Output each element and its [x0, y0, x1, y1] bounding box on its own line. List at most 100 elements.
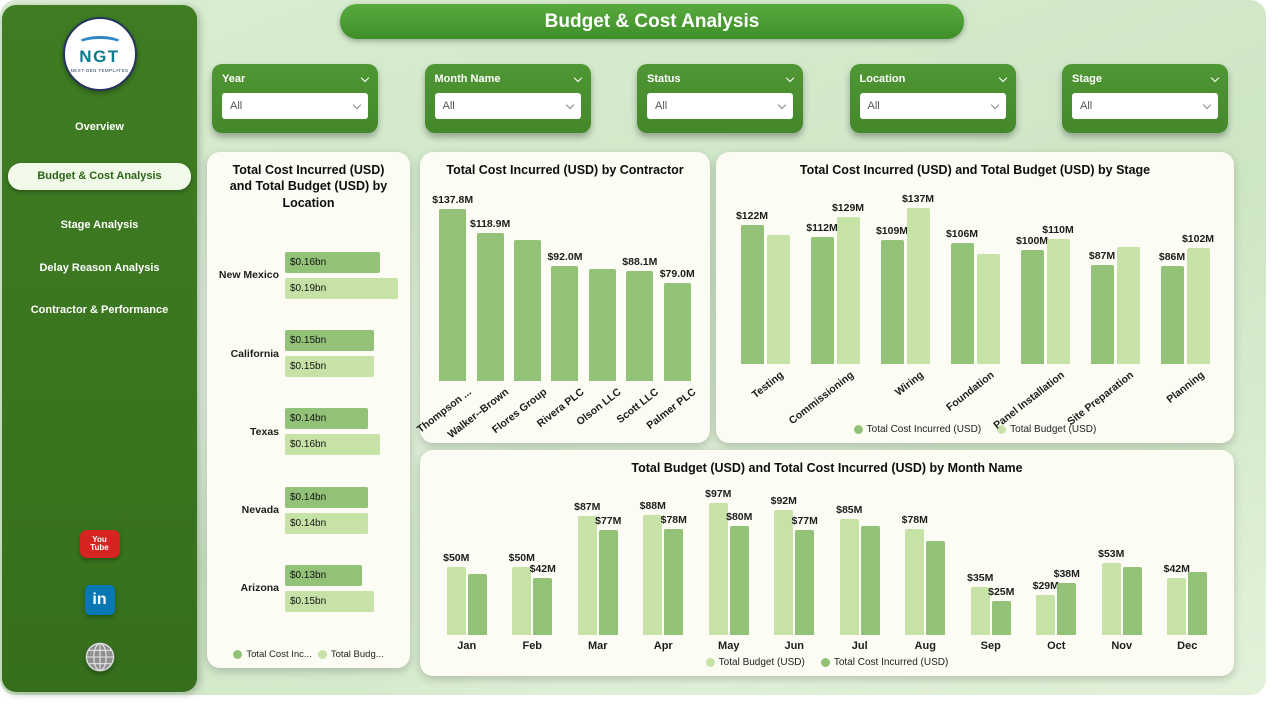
- bar-olson-llc-cost[interactable]: [588, 268, 616, 381]
- bar-slot: $129M: [832, 184, 864, 364]
- bar-value-label: $42M: [1163, 562, 1190, 575]
- bar-thompson-cost[interactable]: [439, 209, 467, 381]
- bar-group-jul: $85M Jul: [827, 482, 893, 653]
- filter-label: Month Name: [434, 73, 501, 85]
- bar-california-cost[interactable]: $0.15bn: [285, 330, 375, 352]
- bar-nevada-cost[interactable]: $0.14bn: [285, 486, 369, 508]
- filter-label: Status: [647, 73, 681, 85]
- bar-slot: $102M: [1182, 184, 1214, 364]
- bar-value-label: $50M: [508, 551, 535, 564]
- sidebar-item-stage-analysis[interactable]: Stage Analysis: [60, 219, 139, 232]
- bar-oct-cost[interactable]: [1057, 583, 1077, 635]
- bar-jan-cost[interactable]: [467, 573, 487, 635]
- bar-slot: [860, 482, 880, 635]
- filter-status-header[interactable]: Status: [647, 73, 795, 85]
- filter-location-dropdown[interactable]: All: [859, 93, 1006, 119]
- bar-site-preparation-budget[interactable]: [1116, 246, 1140, 364]
- filter-status-dropdown[interactable]: All: [647, 93, 793, 119]
- legend-item: Total Budg...: [317, 649, 384, 660]
- bar-mar-cost[interactable]: [598, 529, 618, 635]
- bar-foundation-budget[interactable]: [976, 253, 1000, 364]
- bar-palmer-plc-cost[interactable]: [663, 282, 691, 381]
- bar-nevada-budget[interactable]: $0.14bn: [285, 512, 369, 534]
- social-links: You Tube in: [79, 530, 120, 672]
- bar-jun-cost[interactable]: [795, 529, 815, 635]
- filter-year-dropdown[interactable]: All: [222, 93, 368, 119]
- bar-mar-budget[interactable]: [577, 516, 597, 635]
- bar-dec-cost[interactable]: [1188, 572, 1208, 635]
- bar-value-label: $0.19bn: [290, 282, 327, 294]
- bar-panel-installation-cost[interactable]: [1020, 250, 1044, 364]
- filter-month-name-dropdown[interactable]: All: [434, 93, 581, 119]
- bar-arizona-cost[interactable]: $0.13bn: [285, 564, 363, 586]
- sidebar-item-budget-cost-analysis[interactable]: Budget & Cost Analysis: [8, 163, 191, 191]
- bar-commissioning-budget[interactable]: [836, 217, 860, 364]
- bar-wiring-budget[interactable]: [906, 208, 930, 364]
- bar-nov-cost[interactable]: [1122, 566, 1142, 635]
- bar-value-label: $122M: [735, 210, 769, 223]
- bar-new-mexico-cost[interactable]: $0.16bn: [285, 251, 381, 273]
- bar-commissioning-cost[interactable]: [810, 236, 834, 364]
- filter-stage-dropdown[interactable]: All: [1072, 93, 1218, 119]
- youtube-icon[interactable]: You Tube: [79, 530, 120, 558]
- bar-oct-budget[interactable]: [1036, 595, 1056, 635]
- bar-feb-cost[interactable]: [533, 577, 553, 635]
- bar-may-budget[interactable]: [708, 502, 728, 635]
- bar-feb-budget[interactable]: [512, 566, 532, 635]
- bar-wiring-cost[interactable]: [880, 240, 904, 364]
- legend-label: Total Budget (USD): [718, 657, 805, 668]
- bar-site-preparation-cost[interactable]: [1090, 265, 1114, 364]
- bar-group-scott-llc: $88.1M Scott LLC: [615, 184, 661, 437]
- sidebar-item-overview[interactable]: Overview: [75, 121, 124, 133]
- bar-new-mexico-budget[interactable]: $0.19bn: [285, 277, 398, 299]
- bar-group-nevada: Nevada $0.14bn $0.14bn: [215, 486, 398, 534]
- bar-slot: $86M: [1159, 184, 1185, 364]
- bar-scott-llc-cost[interactable]: [626, 271, 654, 381]
- bar-nov-budget[interactable]: [1101, 562, 1121, 635]
- bar-jul-cost[interactable]: [860, 525, 880, 635]
- bar-rivera-plc-cost[interactable]: [551, 266, 579, 381]
- bar-testing-cost[interactable]: [740, 225, 764, 364]
- bar-planning-budget[interactable]: [1186, 247, 1210, 364]
- bar-aug-cost[interactable]: [926, 540, 946, 635]
- bar-texas-budget[interactable]: $0.16bn: [285, 434, 381, 456]
- bar-value-label: $137M: [901, 193, 935, 206]
- bar-sep-cost[interactable]: [991, 600, 1011, 635]
- bar-jun-budget[interactable]: [774, 509, 794, 635]
- bar-slot: $110M: [1042, 184, 1074, 364]
- bar-flores-group-cost[interactable]: [514, 240, 542, 381]
- bar-texas-cost[interactable]: $0.14bn: [285, 408, 369, 430]
- bar-jan-budget[interactable]: [446, 566, 466, 635]
- bar-arizona-budget[interactable]: $0.15bn: [285, 590, 375, 612]
- filter-year-header[interactable]: Year: [222, 73, 370, 85]
- filter-stage-header[interactable]: Stage: [1072, 73, 1220, 85]
- sidebar-item-delay-reason-analysis[interactable]: Delay Reason Analysis: [39, 261, 160, 274]
- category-label: Arizona: [240, 582, 279, 595]
- filter-month-name-header[interactable]: Month Name: [434, 73, 582, 85]
- bar-jul-budget[interactable]: [839, 519, 859, 635]
- bar-may-cost[interactable]: [729, 525, 749, 635]
- bar-panel-installation-budget[interactable]: [1046, 238, 1070, 364]
- chevron-down-icon: [1210, 73, 1220, 82]
- bar-testing-budget[interactable]: [766, 235, 790, 364]
- bar-planning-cost[interactable]: [1160, 266, 1184, 364]
- filter-location-header[interactable]: Location: [860, 73, 1007, 85]
- bar-sep-budget[interactable]: [970, 587, 990, 635]
- bar-slot: $87M: [1089, 184, 1115, 364]
- bar-slot: [1116, 184, 1140, 364]
- linkedin-icon[interactable]: in: [84, 585, 115, 615]
- filter-month-name: Month Name All: [424, 64, 591, 133]
- bar-value-label: $129M: [831, 202, 865, 215]
- bar-apr-cost[interactable]: [664, 528, 684, 635]
- sidebar-item-contractor-performance[interactable]: Contractor & Performance: [30, 303, 169, 316]
- bar-value-label: $92.0M: [547, 251, 583, 264]
- bar-value-label: $0.15bn: [290, 361, 327, 373]
- website-globe-icon[interactable]: [85, 642, 115, 672]
- bar-california-budget[interactable]: $0.15bn: [285, 356, 375, 378]
- bar-dec-budget[interactable]: [1167, 577, 1187, 635]
- bar-foundation-cost[interactable]: [950, 243, 974, 364]
- bar-aug-budget[interactable]: [905, 528, 925, 635]
- bar-walker-brown-cost[interactable]: [476, 232, 504, 381]
- bar-group-thompson: $137.8M Thompson ...: [415, 184, 474, 437]
- bar-apr-budget[interactable]: [643, 514, 663, 635]
